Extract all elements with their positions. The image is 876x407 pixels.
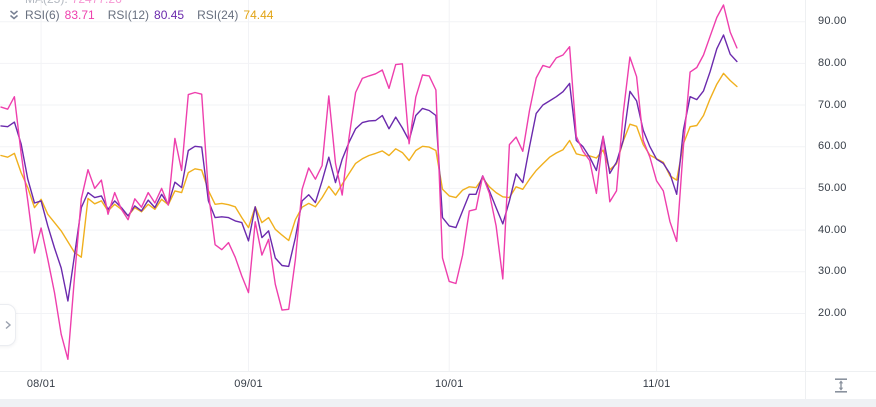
time-axis-label: 08/01 — [26, 378, 56, 390]
rsi-chart-canvas[interactable] — [0, 0, 805, 371]
value-axis-label: 50.00 — [818, 181, 847, 194]
indicator-legend: RSI(6) 83.71 RSI(12) 80.45 RSI(24) 74.44 — [8, 7, 286, 23]
panel-expand-button[interactable] — [0, 304, 16, 346]
rsi6-value: 83.71 — [64, 8, 95, 22]
rsi6-label: RSI(6) — [25, 8, 60, 22]
auto-fit-button[interactable] — [833, 378, 849, 394]
ma-overlay-clipped: MA(25): 72477.26 — [25, 0, 122, 6]
value-axis-label: 20.00 — [818, 306, 847, 319]
value-axis-label: 40.00 — [818, 223, 847, 236]
value-axis-label: 70.00 — [818, 98, 847, 111]
price-axis-divider — [805, 0, 806, 399]
ma-value: 72477.26 — [72, 0, 122, 6]
series-RSI6 — [0, 4, 738, 360]
time-axis[interactable]: 08/01 09/01 10/01 11/01 — [0, 372, 805, 399]
series-RSI12 — [0, 34, 738, 302]
value-axis[interactable]: 90.00 80.00 70.00 60.00 50.00 40.00 30.00 20.00 — [805, 0, 876, 371]
value-axis-label: 60.00 — [818, 140, 847, 153]
bottom-scroll-strip — [0, 399, 876, 407]
chevron-right-icon — [5, 320, 12, 330]
rsi12-value: 80.45 — [154, 8, 185, 22]
value-axis-label: 30.00 — [818, 265, 847, 278]
value-axis-label: 80.00 — [818, 56, 847, 69]
time-axis-label: 10/01 — [434, 378, 464, 390]
rsi12-label: RSI(12) — [107, 8, 150, 22]
ma-label: MA(25): — [25, 0, 68, 6]
time-axis-label: 11/01 — [642, 378, 671, 390]
rsi24-label: RSI(24) — [197, 8, 239, 22]
axis-corner-cell — [806, 372, 876, 399]
time-axis-label: 09/01 — [234, 378, 263, 390]
collapse-chevron-icon[interactable] — [8, 9, 21, 22]
time-axis-divider — [0, 371, 876, 372]
rsi24-value: 74.44 — [243, 8, 274, 22]
auto-fit-icon — [835, 378, 847, 393]
value-axis-label: 90.00 — [818, 15, 847, 28]
